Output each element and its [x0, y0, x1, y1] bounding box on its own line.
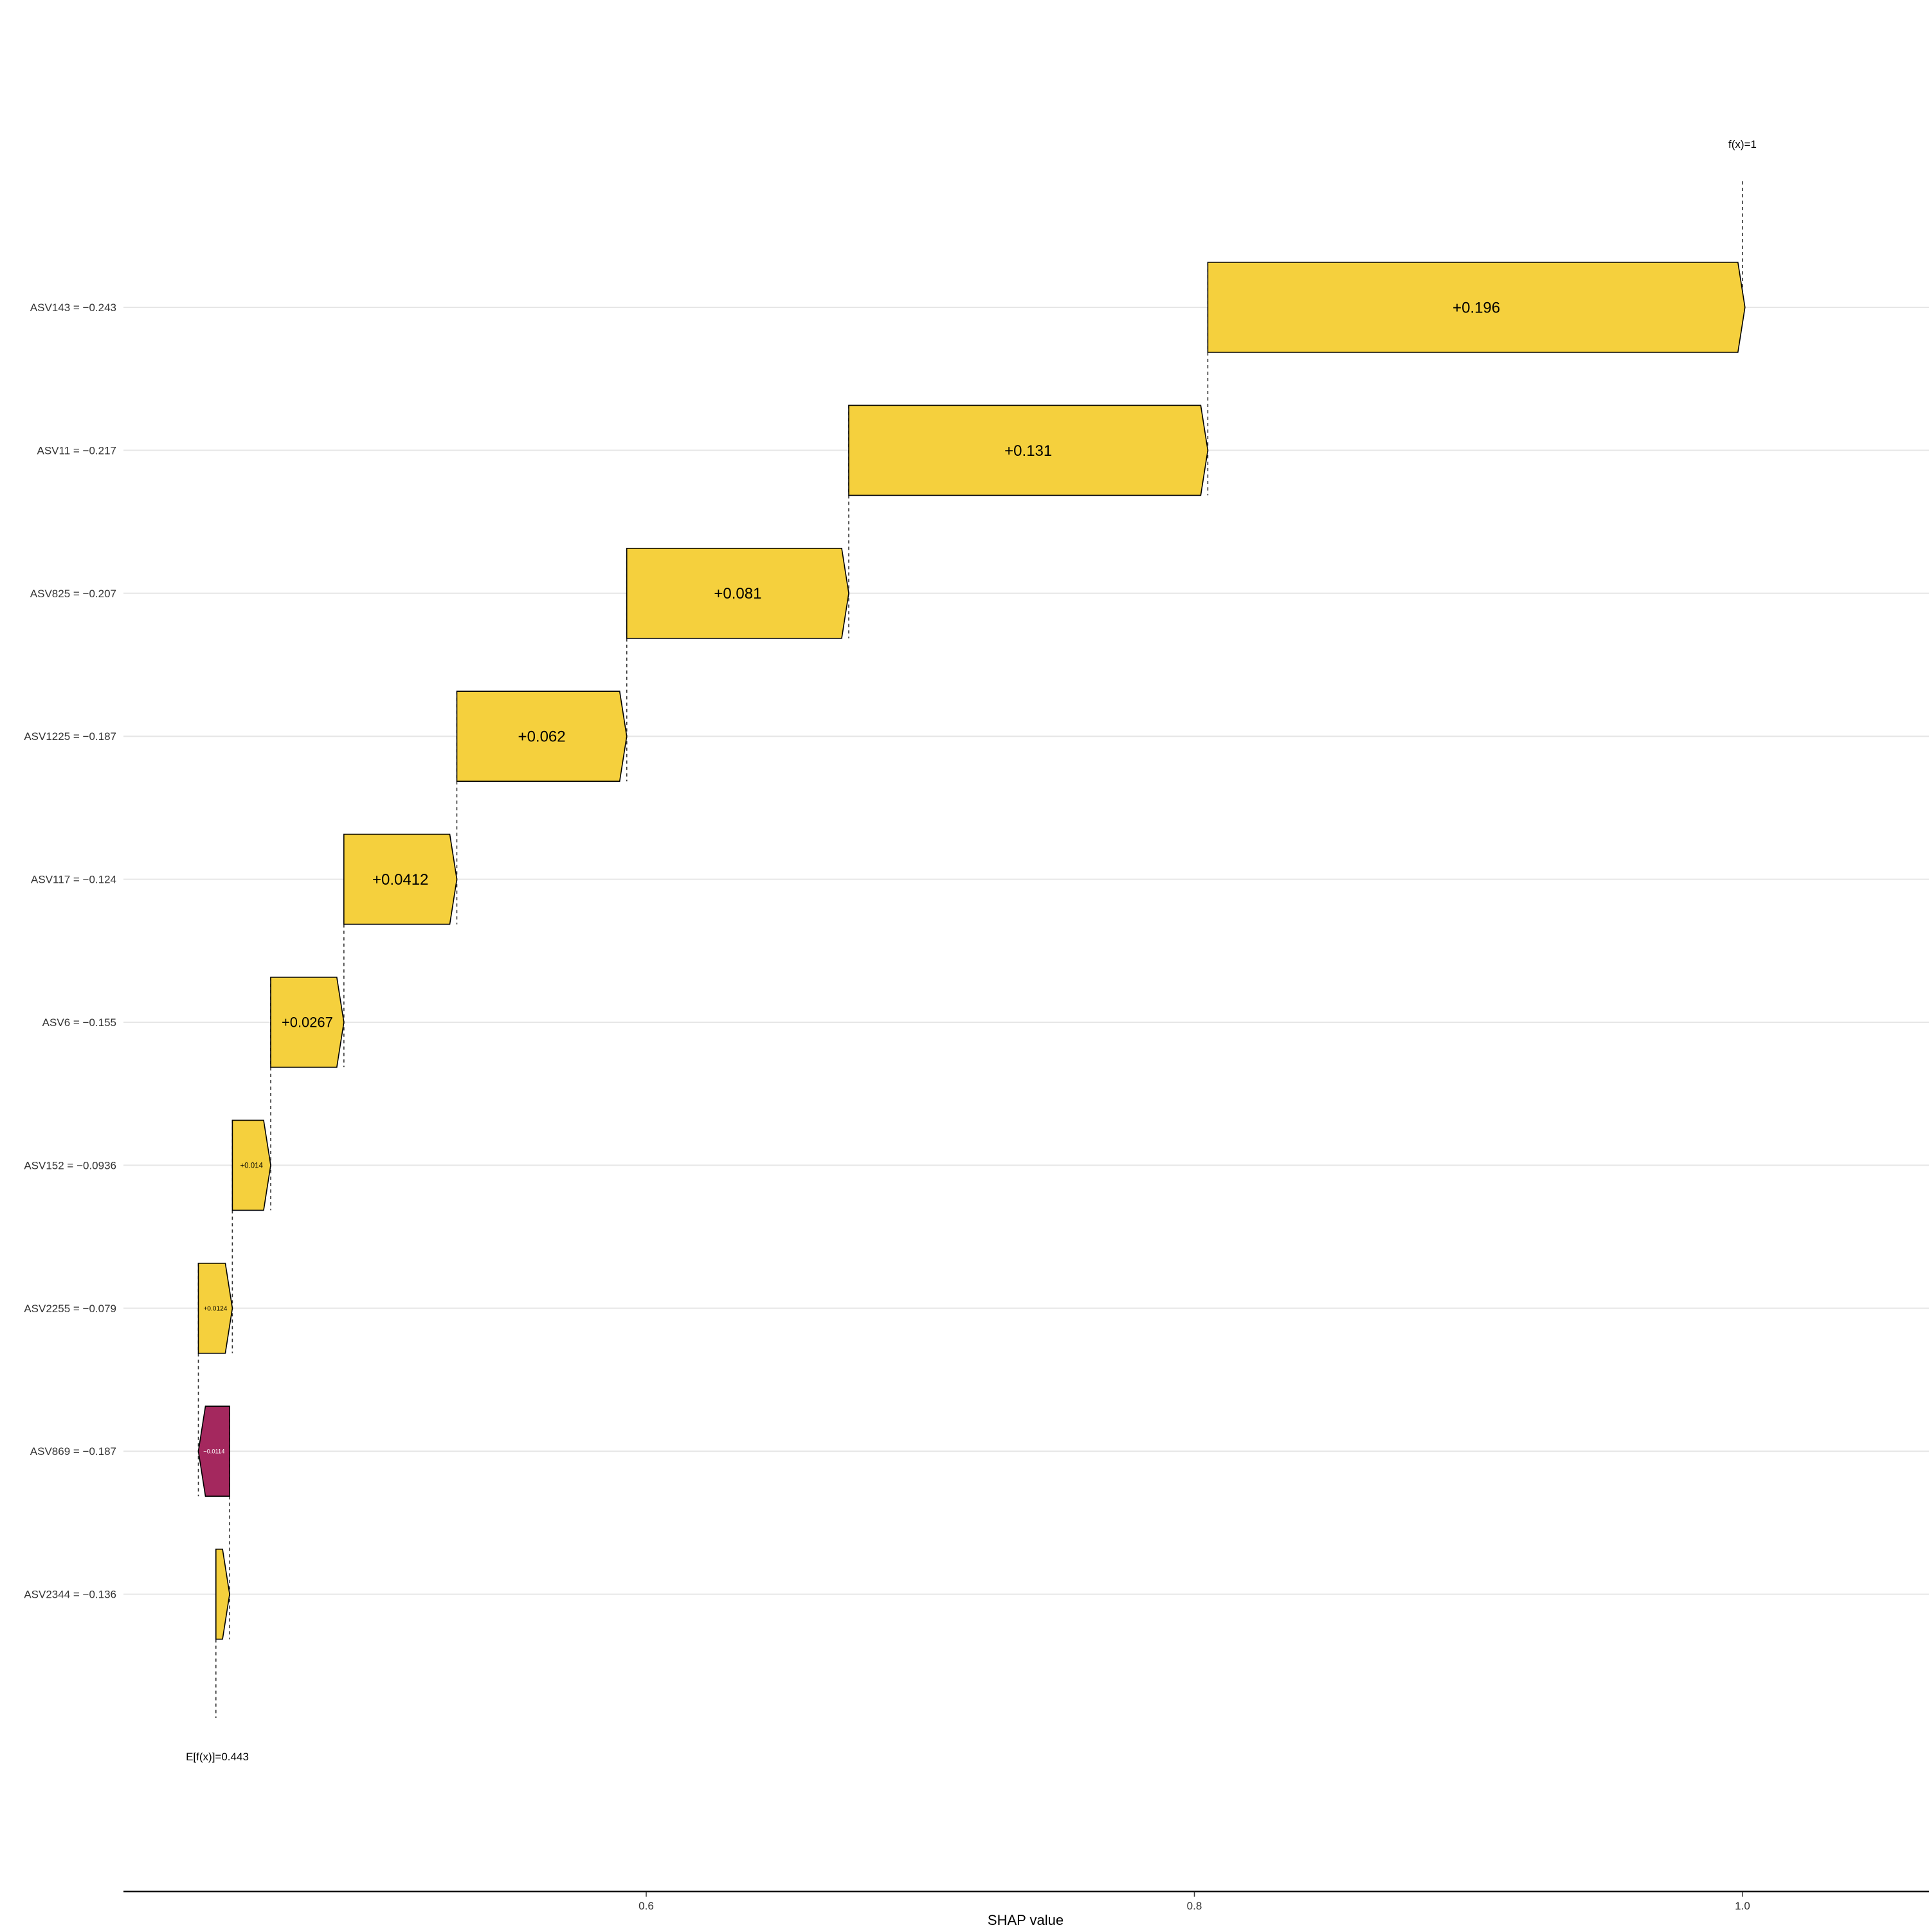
feature-label: ASV825 = −0.207 — [30, 588, 116, 600]
feature-label: ASV6 = −0.155 — [42, 1016, 116, 1029]
positive-bar — [848, 404, 1209, 496]
bar-value-label: +0.0267 — [282, 1015, 333, 1031]
bar-value-label: +0.081 — [714, 585, 761, 602]
positive-bar — [197, 1263, 233, 1354]
positive-bar — [626, 547, 849, 639]
feature-label: ASV2344 = −0.136 — [24, 1589, 116, 1601]
positive-bar — [1207, 262, 1746, 353]
positive-bar — [215, 1548, 230, 1640]
feature-label: ASV11 = −0.217 — [37, 444, 116, 456]
row-labels: ASV143 = −0.243 ASV11 = −0.217 ASV825 = −0… — [24, 302, 116, 1601]
x-tick-label: 0.6 — [638, 1900, 654, 1912]
feature-label: ASV143 = −0.243 — [30, 302, 116, 314]
positive-bar — [343, 833, 458, 925]
bar-value-label: +0.196 — [1453, 299, 1500, 316]
feature-label: ASV1225 = −0.187 — [24, 730, 116, 743]
bars: +0.196 +0.131 +0.081 +0.062 +0.0412 +0.0267 +0… — [197, 262, 1746, 1640]
feature-label: ASV869 = −0.187 — [30, 1445, 116, 1458]
bar-value-label: +0.0412 — [372, 871, 428, 889]
base-value-label: E[f(x)]=0.443 — [186, 1751, 249, 1763]
x-axis: 0.6 0.8 1.0 — [123, 1890, 1929, 1912]
bar-value-label: +0.014 — [240, 1162, 263, 1169]
bar-value-label: +0.062 — [518, 728, 566, 746]
negative-bar — [197, 1405, 230, 1497]
bar-value-label: −0.0114 — [203, 1449, 224, 1455]
feature-label: ASV117 = −0.124 — [31, 874, 116, 886]
x-tick-label: 1.0 — [1735, 1900, 1750, 1912]
feature-label: ASV152 = −0.0936 — [24, 1159, 116, 1171]
feature-label: ASV2255 = −0.079 — [24, 1303, 116, 1315]
x-tick-label: 0.8 — [1187, 1900, 1202, 1912]
x-axis-title: SHAP value — [988, 1912, 1064, 1928]
gridlines — [123, 307, 1929, 1595]
bar-value-label: +0.0124 — [203, 1305, 227, 1312]
positive-bar — [270, 977, 345, 1068]
final-value-label: f(x)=1 — [1728, 138, 1757, 150]
positive-bar — [456, 691, 628, 782]
positive-bar — [231, 1119, 271, 1211]
bar-value-label: +0.131 — [1004, 442, 1052, 460]
